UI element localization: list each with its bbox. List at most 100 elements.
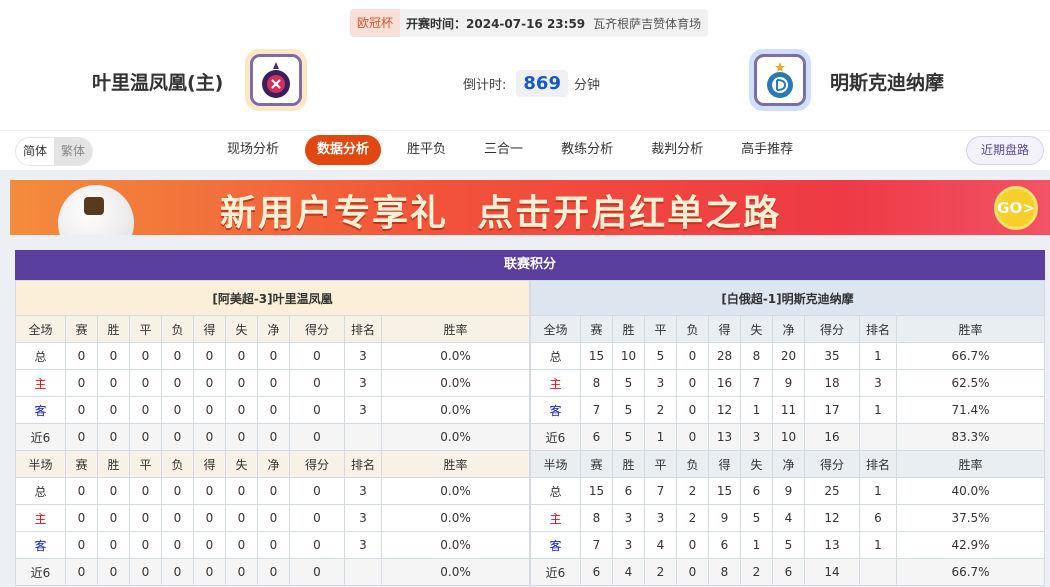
table-cell: 2	[740, 558, 773, 586]
table-cell	[859, 558, 897, 586]
table-cell: 0	[161, 531, 194, 559]
table-cell	[344, 558, 382, 586]
table-cell: 0	[129, 504, 162, 532]
tab-2[interactable]: 胜平负	[407, 142, 447, 157]
table-cell: 42.9%	[896, 531, 1045, 559]
column-header: 负	[676, 315, 709, 343]
tab-4[interactable]: 教练分析	[561, 142, 614, 157]
column-header: 失	[225, 315, 258, 343]
row-label: 总	[530, 477, 581, 505]
table-cell: 0	[129, 423, 162, 451]
table-cell: 2	[676, 504, 709, 532]
table-cell: 3	[612, 504, 645, 532]
table-cell: 13	[804, 531, 860, 559]
league-standings: 联赛积分 [阿美超-3]叶里温凤凰 全场赛胜平负得失净得分 排名 胜率总 0 0 0 0 0 0 0…	[15, 250, 1045, 586]
standings-title: 联赛积分	[15, 250, 1045, 280]
column-header: 净	[257, 315, 290, 343]
lang-traditional[interactable]: 繁体	[54, 138, 93, 165]
table-cell: 0	[65, 396, 98, 424]
banner-text: 新用户专享礼 点击开启红单之路	[220, 193, 782, 234]
table-cell: 0.0%	[381, 396, 530, 424]
column-header: 胜	[97, 450, 130, 478]
table-cell: 0	[97, 342, 130, 370]
table-row: 近6 6 5 1 0 13 3 10 16 83.3%	[530, 423, 1045, 451]
table-cell: 9	[772, 477, 805, 505]
countdown-value: 869	[516, 70, 568, 97]
promo-banner[interactable]: 新用户专享礼 点击开启红单之路 GO>	[10, 180, 1050, 235]
table-cell: 10	[772, 423, 805, 451]
tab-6[interactable]: 高手推荐	[741, 142, 794, 157]
countdown-label: 倒计时:	[463, 78, 507, 93]
competition-badge[interactable]: 欧冠杯	[350, 9, 401, 37]
column-header: 胜	[612, 450, 645, 478]
row-label: 近6	[15, 423, 66, 451]
column-header: 胜	[97, 315, 130, 343]
table-cell: 0	[225, 504, 258, 532]
table-cell: 3	[344, 531, 382, 559]
table-cell: 0	[161, 504, 194, 532]
table-cell: 0.0%	[381, 423, 530, 451]
table-cell: 1	[859, 477, 897, 505]
table-cell: 12	[804, 504, 860, 532]
column-header: 排名	[859, 315, 897, 343]
row-label: 总	[15, 342, 66, 370]
table-cell: 0	[676, 531, 709, 559]
table-cell: 0	[129, 477, 162, 505]
table-cell: 13	[708, 423, 741, 451]
table-row: 总 0 0 0 0 0 0 0 0 3 0.0%	[15, 342, 530, 370]
tab-1[interactable]: 数据分析	[305, 135, 382, 165]
column-header: 全场	[15, 315, 66, 343]
table-cell: 0.0%	[381, 369, 530, 397]
lang-simplified[interactable]: 简体	[23, 144, 48, 158]
column-header: 平	[129, 450, 162, 478]
table-cell: 15	[580, 342, 613, 370]
home-team-logo[interactable]	[245, 49, 307, 111]
column-header: 平	[129, 315, 162, 343]
table-cell: 0	[65, 369, 98, 397]
table-cell: 6	[708, 531, 741, 559]
column-header: 胜率	[381, 315, 530, 343]
table-cell: 0	[129, 396, 162, 424]
table-cell: 0.0%	[381, 558, 530, 586]
column-header: 得分	[804, 315, 860, 343]
recent-odds-button[interactable]: 近期盘路	[965, 136, 1044, 165]
table-cell: 0	[161, 477, 194, 505]
table-cell: 0	[225, 531, 258, 559]
table-cell: 0	[129, 342, 162, 370]
column-header: 排名	[344, 450, 382, 478]
tab-5[interactable]: 裁判分析	[651, 142, 704, 157]
column-header: 赛	[65, 450, 98, 478]
table-cell: 5	[644, 342, 677, 370]
table-cell: 0	[257, 342, 290, 370]
table-cell: 0	[676, 342, 709, 370]
table-cell: 0	[289, 369, 345, 397]
home-team-name[interactable]: 叶里温凤凰(主)	[92, 72, 224, 94]
tab-0[interactable]: 现场分析	[227, 142, 280, 157]
column-header: 得	[193, 450, 226, 478]
table-cell: 0	[289, 531, 345, 559]
tab-3[interactable]: 三合一	[484, 142, 524, 157]
table-cell: 0	[97, 369, 130, 397]
away-team-logo[interactable]	[749, 49, 811, 111]
table-cell: 3	[344, 477, 382, 505]
table-cell: 37.5%	[896, 504, 1045, 532]
column-header-row: 半场赛胜平负得失净得分 排名 胜率	[530, 450, 1045, 478]
table-cell: 0.0%	[381, 504, 530, 532]
row-label: 近6	[530, 558, 581, 586]
away-standings-table: [白俄超-1]明斯克迪纳摩 全场赛胜平负得失净得分 排名 胜率总 15 10 5 0 28 8 20…	[530, 280, 1045, 586]
table-cell: 4	[612, 558, 645, 586]
table-cell: 1	[859, 531, 897, 559]
table-cell: 3	[740, 423, 773, 451]
column-header-row: 半场赛胜平负得失净得分 排名 胜率	[15, 450, 530, 478]
table-cell: 0	[257, 423, 290, 451]
table-cell: 16	[708, 369, 741, 397]
table-cell: 0	[161, 558, 194, 586]
away-team-name[interactable]: 明斯克迪纳摩	[830, 72, 945, 94]
column-header-row: 全场赛胜平负得失净得分 排名 胜率	[530, 315, 1045, 343]
go-button[interactable]: GO>	[994, 186, 1038, 230]
column-header: 排名	[344, 315, 382, 343]
table-cell: 15	[708, 477, 741, 505]
table-cell: 8	[580, 369, 613, 397]
row-label: 总	[530, 342, 581, 370]
table-cell: 7	[580, 396, 613, 424]
